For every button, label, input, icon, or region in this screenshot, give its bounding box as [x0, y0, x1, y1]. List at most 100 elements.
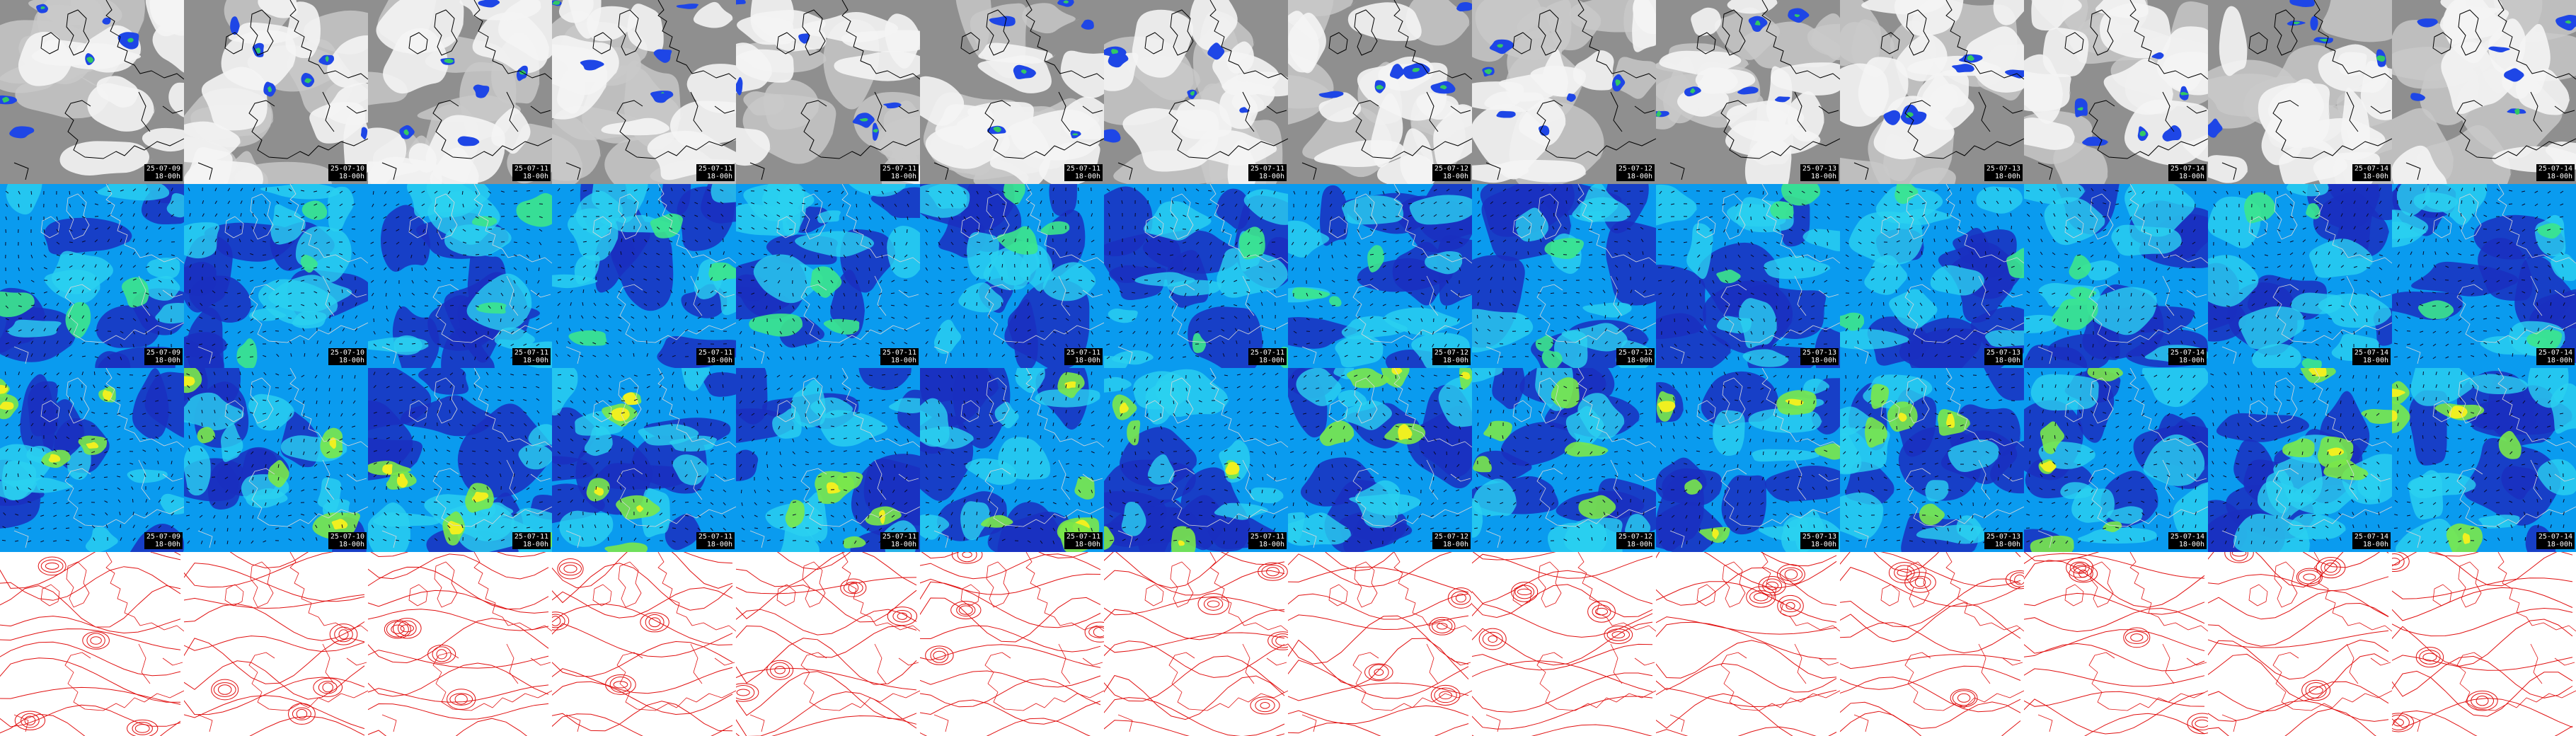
wind-arrows [557, 371, 728, 544]
wind-low-map-graphic [184, 184, 368, 368]
cloud-map-graphic [1104, 0, 1288, 184]
isobars-map-tile [2024, 552, 2208, 736]
isobar-lines [1104, 552, 1288, 736]
timestamp-label: 25-07-11 18-00h [1248, 532, 1287, 549]
cloud-map-tile: 25-07-10 18-00h [184, 0, 368, 184]
wind-low-map-tile: 25-07-12 18-00h [1288, 184, 1472, 368]
wind-arrows [185, 187, 358, 360]
timestamp-label: 25-07-14 18-00h [2352, 348, 2391, 365]
timestamp-label: 25-07-13 18-00h [1800, 164, 1839, 181]
run-hour: 18-00h [1074, 541, 1100, 548]
coastline [2405, 552, 2576, 732]
wind-upper-map-tile: 25-07-11 18-00h [736, 368, 920, 552]
coastline [1485, 368, 1656, 548]
wind-low-map-graphic [1288, 184, 1472, 368]
valid-date: 25-07-11 [514, 165, 548, 173]
run-hour: 18-00h [154, 357, 180, 364]
timestamp-label: 25-07-11 18-00h [1064, 532, 1103, 549]
coastline [749, 368, 920, 548]
run-hour: 18-00h [1258, 173, 1284, 180]
isobars-map-graphic [2208, 552, 2392, 736]
valid-date: 25-07-11 [1066, 349, 1100, 357]
wind-upper-map-graphic [920, 368, 1104, 552]
wind-arrows [2213, 188, 2384, 361]
timestamp-label: 25-07-09 18-00h [144, 532, 183, 549]
coastline [933, 552, 1104, 732]
isobars-map-graphic [368, 552, 552, 736]
coastline [1485, 184, 1656, 364]
isobars-map-tile [368, 552, 552, 736]
coastline [1301, 368, 1472, 548]
valid-date: 25-07-11 [698, 349, 732, 357]
wind-upper-map-tile: 25-07-14 18-00h [2392, 368, 2576, 552]
wind-low-map-graphic [2392, 184, 2576, 368]
timestamp-label: 25-07-11 18-00h [880, 164, 919, 181]
wind-upper-map-graphic [368, 368, 552, 552]
isobars-map-tile [1656, 552, 1840, 736]
cloud-map-graphic [2208, 0, 2392, 184]
valid-date: 25-07-10 [330, 165, 364, 173]
timestamp-label: 25-07-12 18-00h [1432, 164, 1471, 181]
wind-low-map-graphic [368, 184, 552, 368]
run-hour: 18-00h [1994, 541, 2020, 548]
run-hour: 18-00h [1810, 173, 1836, 180]
wind-low-map-tile: 25-07-11 18-00h [368, 184, 552, 368]
run-hour: 18-00h [1442, 541, 1468, 548]
timestamp-label: 25-07-11 18-00h [512, 532, 551, 549]
wind-upper-map-graphic [1472, 368, 1656, 552]
coastline [197, 0, 368, 180]
run-hour: 18-00h [1626, 357, 1652, 364]
wind-upper-map-graphic [1840, 368, 2024, 552]
isobars-map-graphic [2392, 552, 2576, 736]
timestamp-label: 25-07-13 18-00h [1984, 532, 2023, 549]
isobar-lines [1472, 552, 1653, 736]
coastline [933, 184, 1104, 364]
valid-date: 25-07-14 [2538, 349, 2572, 357]
run-hour: 18-00h [2178, 357, 2204, 364]
cloud-map-graphic [920, 0, 1104, 184]
isobars-map-tile [2392, 552, 2576, 736]
coastline [1669, 368, 1840, 548]
isobars-map-graphic [1840, 552, 2024, 736]
wind-low-map-tile: 25-07-13 18-00h [1840, 184, 2024, 368]
run-hour: 18-00h [2546, 357, 2572, 364]
coastline [1485, 0, 1656, 180]
valid-date: 25-07-09 [146, 533, 180, 541]
wind-low-map-graphic [2208, 184, 2392, 368]
wind-arrows [1474, 187, 1647, 357]
isobar-lines [368, 552, 549, 736]
run-hour: 18-00h [338, 173, 364, 180]
wind-arrows [2025, 371, 2197, 544]
wind-upper-map-tile: 25-07-11 18-00h [368, 368, 552, 552]
cloud-map-tile: 25-07-11 18-00h [1104, 0, 1288, 184]
valid-date: 25-07-14 [2538, 165, 2572, 173]
coastline [13, 0, 184, 180]
wind-upper-map-tile: 25-07-13 18-00h [1656, 368, 1840, 552]
run-hour: 18-00h [1074, 357, 1100, 364]
valid-date: 25-07-12 [1618, 533, 1652, 541]
timestamp-label: 25-07-11 18-00h [696, 532, 735, 549]
coastline [13, 368, 184, 548]
run-hour: 18-00h [2178, 541, 2204, 548]
wind-arrows [925, 187, 1095, 360]
run-hour: 18-00h [338, 541, 364, 548]
isobars-map-graphic [1656, 552, 1840, 736]
wind-low-map-graphic [1104, 184, 1288, 368]
wind-upper-map-tile: 25-07-09 18-00h [0, 368, 184, 552]
coastline [13, 552, 184, 732]
wind-low-map-tile: 25-07-09 18-00h [0, 184, 184, 368]
coastline [381, 184, 552, 364]
coastline [1485, 552, 1656, 732]
valid-date: 25-07-14 [2170, 349, 2204, 357]
cloud-map-tile: 25-07-14 18-00h [2208, 0, 2392, 184]
run-hour: 18-00h [154, 173, 180, 180]
coastline [2037, 552, 2208, 732]
isobar-lines [2024, 552, 2208, 736]
cloud-map-graphic [1288, 0, 1472, 184]
run-hour: 18-00h [1442, 173, 1468, 180]
isobars-map-tile [1104, 552, 1288, 736]
cloud-map-tile: 25-07-11 18-00h [920, 0, 1104, 184]
wind-arrows [1105, 187, 1276, 360]
coastline [2221, 552, 2392, 732]
run-hour: 18-00h [522, 357, 548, 364]
